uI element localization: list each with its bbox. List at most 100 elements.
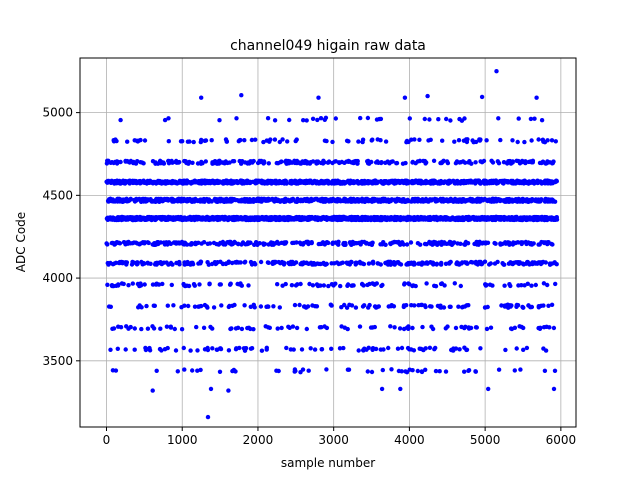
data-point xyxy=(286,260,291,266)
data-point xyxy=(326,283,331,289)
data-point xyxy=(484,180,489,186)
data-point xyxy=(442,283,447,288)
data-point xyxy=(196,179,202,184)
data-point xyxy=(552,368,558,373)
data-point xyxy=(441,305,447,310)
data-point xyxy=(338,283,343,289)
data-point xyxy=(272,259,277,265)
data-point xyxy=(362,178,367,184)
data-point xyxy=(154,368,159,373)
data-point xyxy=(473,160,478,165)
data-point xyxy=(392,239,397,245)
data-point xyxy=(549,215,554,220)
data-point xyxy=(353,305,359,310)
data-point xyxy=(294,198,300,204)
data-point xyxy=(496,367,502,372)
data-point xyxy=(543,260,548,265)
data-point xyxy=(197,282,202,287)
data-point xyxy=(341,198,347,204)
data-point xyxy=(319,241,324,246)
data-point xyxy=(420,260,425,265)
data-point xyxy=(482,305,488,310)
data-point xyxy=(376,261,381,266)
data-point xyxy=(280,137,285,142)
data-point xyxy=(242,303,247,308)
data-point xyxy=(353,158,359,164)
data-point xyxy=(145,261,151,266)
data-point xyxy=(430,197,435,202)
data-point xyxy=(176,241,181,246)
data-point xyxy=(186,303,191,309)
data-point xyxy=(543,348,549,353)
data-point xyxy=(402,282,407,287)
data-point xyxy=(212,159,217,164)
data-point xyxy=(539,215,544,220)
data-point xyxy=(510,242,516,247)
data-point xyxy=(167,179,172,184)
data-point xyxy=(171,303,176,308)
data-point xyxy=(319,197,325,202)
data-point xyxy=(108,215,113,220)
data-point xyxy=(119,199,124,204)
data-point xyxy=(431,158,437,163)
data-point xyxy=(312,347,318,352)
data-point xyxy=(395,179,400,185)
data-point xyxy=(108,347,113,352)
data-point xyxy=(416,303,421,308)
data-point xyxy=(190,368,195,373)
data-point xyxy=(437,369,442,374)
data-point xyxy=(305,304,311,309)
data-point xyxy=(509,179,514,185)
data-point xyxy=(211,305,217,310)
data-point xyxy=(337,346,343,351)
data-point xyxy=(187,262,193,267)
data-point xyxy=(365,282,370,288)
data-point xyxy=(498,137,503,143)
data-point xyxy=(489,178,494,183)
data-point xyxy=(281,179,286,184)
data-point xyxy=(396,368,402,374)
data-point xyxy=(423,367,428,372)
data-point xyxy=(213,261,218,267)
data-point xyxy=(227,216,232,222)
data-point xyxy=(404,242,410,247)
data-point xyxy=(406,281,411,286)
data-point xyxy=(277,139,282,145)
data-point xyxy=(119,214,125,220)
data-point xyxy=(239,216,244,221)
data-point xyxy=(370,281,375,286)
data-point xyxy=(142,138,148,143)
data-point xyxy=(240,181,245,186)
data-point xyxy=(545,159,550,164)
data-point xyxy=(346,367,352,372)
data-point xyxy=(404,138,410,144)
data-point xyxy=(542,368,548,373)
data-point xyxy=(304,178,309,183)
data-point xyxy=(267,138,272,143)
data-point xyxy=(429,304,434,309)
data-point xyxy=(296,180,301,185)
data-point xyxy=(168,215,173,220)
data-point xyxy=(335,197,341,202)
data-point xyxy=(165,303,170,308)
data-point xyxy=(175,369,180,374)
data-point xyxy=(401,216,406,221)
data-point xyxy=(410,179,416,184)
data-point xyxy=(140,261,146,267)
data-point xyxy=(526,181,531,186)
data-point xyxy=(416,198,421,203)
data-point xyxy=(489,158,494,163)
data-point xyxy=(526,215,531,220)
data-point xyxy=(286,197,291,203)
data-point xyxy=(145,326,151,331)
data-point xyxy=(333,181,338,186)
data-point xyxy=(306,368,311,373)
data-point xyxy=(365,369,370,374)
data-point xyxy=(389,367,394,372)
data-point xyxy=(171,199,176,204)
data-point xyxy=(130,241,135,246)
data-point xyxy=(492,261,498,266)
data-point xyxy=(275,161,281,166)
data-point xyxy=(201,325,207,330)
y-tick-label: 4500 xyxy=(42,188,73,202)
